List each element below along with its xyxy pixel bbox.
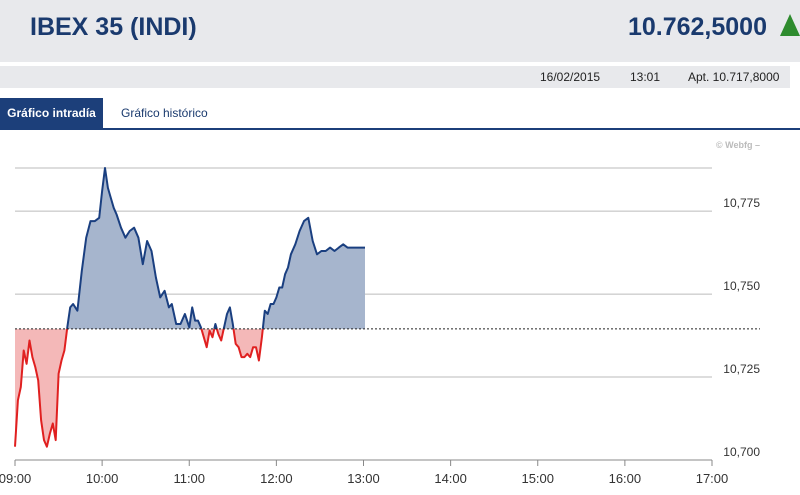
price-line-above — [222, 306, 235, 330]
area-below-reference — [15, 328, 68, 447]
y-tick-label: 10,700 — [723, 445, 760, 459]
x-tick-label: 14:00 — [434, 471, 467, 486]
x-tick-label: 09:00 — [0, 471, 31, 486]
price-line-below — [232, 328, 264, 362]
price-line-below — [14, 328, 69, 448]
x-tick-label: 16:00 — [609, 471, 642, 486]
x-tick-label: 10:00 — [86, 471, 119, 486]
quote-time: 13:01 — [630, 70, 661, 84]
trend-up-icon — [780, 14, 800, 36]
chart-credit: © Webfg – — [716, 140, 760, 150]
x-tick-label: 12:00 — [260, 471, 293, 486]
info-bar — [0, 66, 790, 88]
price-line-below — [215, 328, 225, 342]
x-tick-label: 13:00 — [347, 471, 380, 486]
x-tick-label: 11:00 — [173, 471, 205, 486]
area-above-reference — [223, 307, 234, 329]
tab-historic[interactable]: Gráfico histórico — [121, 106, 208, 120]
area-above-reference — [262, 217, 365, 329]
price-line-above — [66, 167, 203, 330]
quote-date: 16/02/2015 — [540, 70, 601, 84]
header-bar — [0, 0, 800, 62]
price-line-above — [261, 216, 365, 330]
tab-intraday[interactable]: Gráfico intradía — [0, 98, 103, 128]
y-tick-label: 10,775 — [723, 196, 760, 210]
y-tick-label: 10,750 — [723, 279, 760, 293]
opening-price: Apt. 10.717,8000 — [688, 70, 780, 84]
y-tick-label: 10,725 — [723, 362, 760, 376]
price-line-below — [200, 328, 216, 349]
x-tick-label: 15:00 — [521, 471, 554, 486]
x-tick-label: 17:00 — [696, 471, 729, 486]
price-line-above — [213, 323, 218, 330]
tab-underline — [0, 128, 800, 130]
index-title: IBEX 35 (INDI) — [30, 13, 197, 41]
index-price: 10.762,5000 — [627, 13, 767, 41]
area-above-reference — [67, 168, 202, 329]
